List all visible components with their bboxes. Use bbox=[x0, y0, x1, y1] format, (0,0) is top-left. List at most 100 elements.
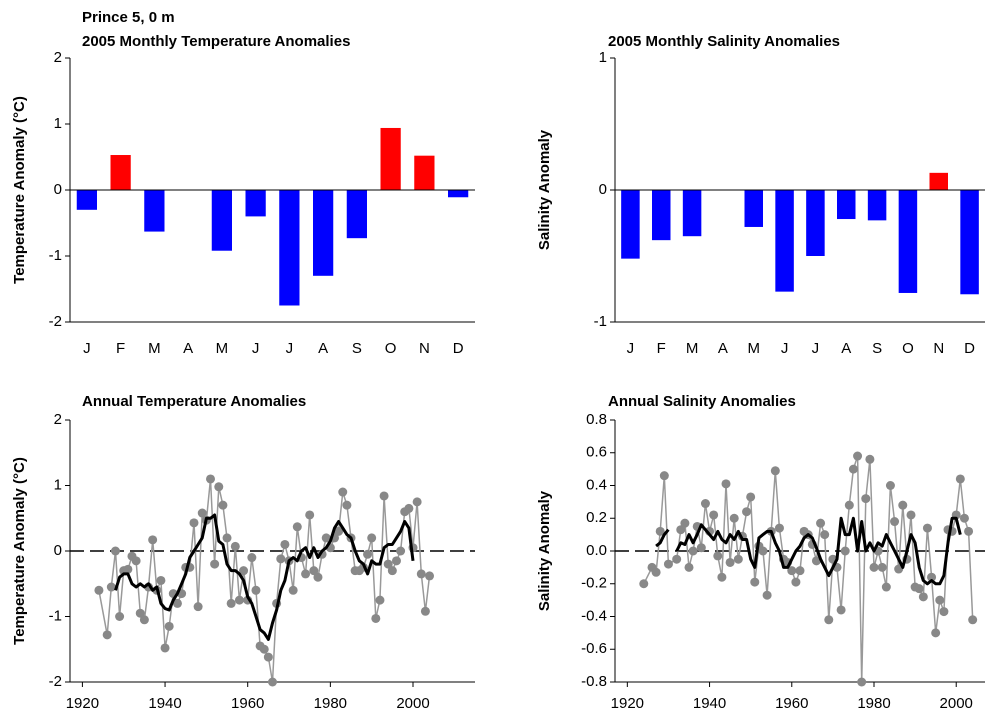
data-point bbox=[750, 577, 760, 587]
bar bbox=[414, 155, 435, 190]
bar bbox=[448, 190, 469, 198]
data-point bbox=[156, 575, 166, 585]
data-point bbox=[234, 595, 244, 605]
data-point bbox=[301, 569, 311, 579]
x-tick-label: A bbox=[718, 340, 728, 357]
bar bbox=[898, 190, 918, 293]
data-point bbox=[375, 595, 385, 605]
y-tick-label: 1 bbox=[54, 476, 62, 493]
bar bbox=[245, 190, 266, 217]
data-point bbox=[959, 513, 969, 523]
x-tick-label: M bbox=[216, 340, 229, 357]
data-point bbox=[263, 652, 273, 662]
x-tick-label: 1980 bbox=[314, 695, 347, 712]
data-point bbox=[733, 554, 743, 564]
y-tick-label: 0.2 bbox=[586, 509, 607, 526]
y-tick-label: 0.8 bbox=[586, 411, 607, 428]
data-point bbox=[639, 579, 649, 589]
data-point bbox=[729, 513, 739, 523]
data-point bbox=[115, 612, 125, 621]
data-point bbox=[391, 556, 401, 566]
y-axis-label: Salinity Anomaly bbox=[536, 129, 553, 250]
data-point bbox=[383, 559, 393, 569]
bar bbox=[682, 190, 702, 237]
data-point bbox=[288, 585, 298, 595]
y-tick-label: -1 bbox=[594, 313, 607, 330]
data-point bbox=[955, 474, 965, 484]
panel-title: 2005 Monthly Salinity Anomalies bbox=[608, 33, 840, 50]
x-tick-label: A bbox=[318, 340, 328, 357]
x-tick-label: 1920 bbox=[66, 695, 99, 712]
data-point bbox=[746, 492, 756, 502]
data-point bbox=[844, 500, 854, 510]
data-point bbox=[239, 566, 249, 576]
bar bbox=[744, 190, 763, 227]
x-tick-label: F bbox=[116, 340, 125, 357]
data-point bbox=[857, 677, 867, 687]
data-point bbox=[770, 466, 780, 476]
data-point bbox=[412, 497, 422, 507]
data-point bbox=[688, 546, 698, 556]
smoothed-line bbox=[114, 513, 415, 641]
data-point bbox=[334, 526, 344, 536]
data-point bbox=[139, 615, 149, 625]
bar bbox=[867, 190, 887, 221]
smoothed-line bbox=[655, 516, 962, 586]
x-tick-label: D bbox=[964, 340, 975, 357]
x-tick-label: 1960 bbox=[775, 695, 808, 712]
data-point bbox=[906, 510, 916, 520]
data-point bbox=[721, 479, 731, 489]
data-point bbox=[106, 582, 116, 592]
data-point bbox=[94, 585, 104, 595]
x-tick-label: N bbox=[933, 340, 944, 357]
y-axis-label: Temperature Anomaly (°C) bbox=[11, 96, 28, 284]
y-tick-label: -0.6 bbox=[581, 640, 607, 657]
data-point bbox=[853, 451, 863, 461]
bar bbox=[652, 190, 671, 241]
bar bbox=[211, 190, 232, 251]
bar bbox=[144, 190, 165, 232]
data-point bbox=[869, 562, 879, 572]
data-point bbox=[197, 508, 207, 518]
data-point bbox=[131, 556, 141, 566]
data-point bbox=[309, 566, 319, 576]
bar bbox=[279, 190, 300, 306]
data-point bbox=[193, 602, 203, 612]
y-tick-label: -0.2 bbox=[581, 575, 607, 592]
data-point bbox=[214, 482, 224, 492]
data-point bbox=[836, 605, 846, 615]
data-point bbox=[791, 577, 801, 587]
data-point bbox=[795, 566, 805, 576]
y-tick-label: -0.8 bbox=[581, 673, 607, 690]
data-point bbox=[881, 582, 891, 592]
panel-title: 2005 Monthly Temperature Anomalies bbox=[82, 33, 350, 50]
y-tick-label: -1 bbox=[49, 607, 62, 624]
y-tick-label: -2 bbox=[49, 673, 62, 690]
data-point bbox=[914, 584, 924, 594]
x-tick-label: A bbox=[183, 340, 193, 357]
data-point bbox=[396, 546, 406, 556]
x-tick-label: F bbox=[657, 340, 666, 357]
x-tick-label: J bbox=[627, 340, 635, 357]
x-tick-label: J bbox=[781, 340, 789, 357]
data-point bbox=[305, 510, 315, 520]
y-tick-label: 0 bbox=[54, 181, 62, 198]
data-point bbox=[709, 510, 719, 520]
data-point bbox=[259, 644, 269, 654]
data-point bbox=[251, 585, 261, 595]
data-point bbox=[123, 564, 133, 574]
data-point bbox=[659, 471, 669, 481]
data-point bbox=[935, 595, 945, 605]
data-point bbox=[922, 523, 932, 533]
x-tick-label: J bbox=[812, 340, 820, 357]
data-point bbox=[222, 533, 232, 543]
y-tick-label: 1 bbox=[599, 49, 607, 66]
x-tick-label: 2000 bbox=[396, 695, 429, 712]
y-tick-label: 2 bbox=[54, 49, 62, 66]
bar bbox=[806, 190, 825, 256]
y-tick-label: 0.6 bbox=[586, 444, 607, 461]
y-tick-label: 1 bbox=[54, 115, 62, 132]
data-point bbox=[696, 543, 706, 553]
data-point bbox=[367, 533, 377, 543]
